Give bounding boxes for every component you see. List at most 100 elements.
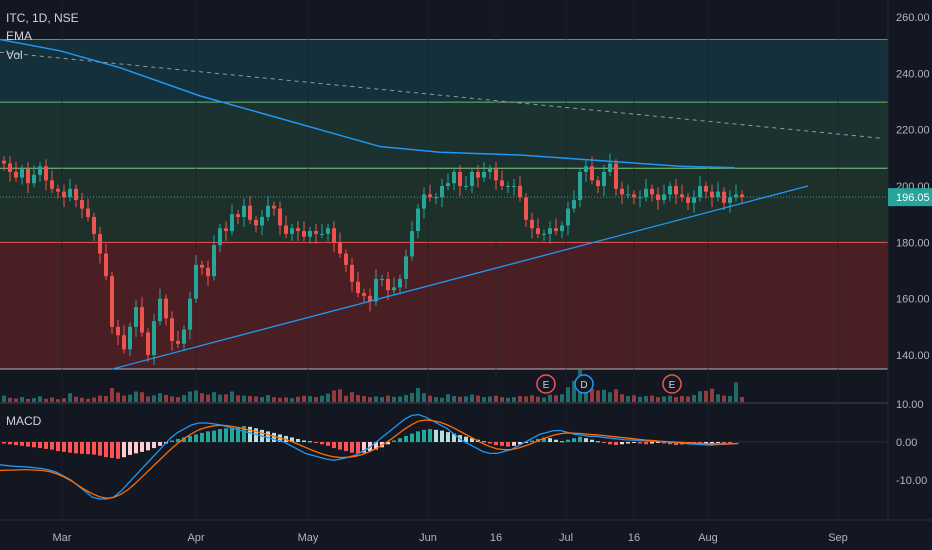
price-tick-label: 240.00	[896, 68, 930, 80]
candle-body	[638, 197, 642, 199]
volume-bar	[626, 396, 630, 402]
volume-bar	[692, 395, 696, 402]
volume-bar	[260, 397, 264, 402]
volume-bar	[86, 398, 90, 402]
event-marker-d	[574, 374, 594, 394]
macd-histogram-bar	[542, 437, 546, 442]
volume-bar	[26, 398, 30, 402]
candle-body	[236, 214, 240, 217]
volume-bar	[404, 395, 408, 402]
volume-bar	[698, 391, 702, 402]
macd-histogram-bar	[344, 442, 348, 452]
volume-bar	[434, 397, 438, 402]
candle-body	[428, 194, 432, 198]
volume-bar	[320, 395, 324, 402]
macd-histogram-bar	[92, 442, 96, 455]
volume-indicator-label[interactable]: Vol	[6, 48, 23, 62]
symbol-title[interactable]: ITC, 1D, NSE	[6, 11, 79, 25]
time-tick-label: 16	[628, 532, 640, 544]
volume-bar	[302, 395, 306, 402]
macd-histogram-bar	[134, 442, 138, 454]
candle-body	[566, 208, 570, 226]
volume-bar	[248, 396, 252, 402]
macd-histogram-bar	[386, 442, 390, 445]
volume-bar	[284, 397, 288, 402]
candle-body	[740, 194, 744, 198]
candle-body	[302, 231, 306, 237]
zone-band-red	[0, 242, 888, 369]
volume-bar	[110, 388, 114, 402]
macd-histogram-bar	[644, 442, 648, 445]
candle-body	[320, 233, 324, 235]
candle-body	[308, 231, 312, 237]
volume-bar	[410, 392, 414, 402]
macd-histogram-bar	[728, 442, 732, 445]
volume-bar	[590, 388, 594, 402]
candle-body	[140, 307, 144, 333]
candle-body	[350, 264, 354, 282]
macd-histogram-bar	[122, 442, 126, 458]
candle-body	[548, 228, 552, 234]
volume-bar	[470, 394, 474, 402]
candle-body	[458, 171, 462, 186]
candle-body	[242, 205, 246, 217]
volume-bar	[362, 396, 366, 402]
macd-histogram-bar	[638, 442, 642, 444]
volume-bar	[266, 395, 270, 402]
candle-body	[386, 278, 390, 291]
ema-indicator-label[interactable]: EMA	[6, 29, 33, 43]
candle-body	[158, 298, 162, 322]
volume-bar	[518, 396, 522, 402]
candle-body	[314, 231, 318, 234]
candle-body	[338, 242, 342, 254]
volume-bar	[542, 397, 546, 402]
candle-body	[224, 228, 228, 232]
volume-bar	[326, 393, 330, 402]
price-tick-label: 260.00	[896, 12, 930, 24]
candle-body	[470, 171, 474, 186]
volume-bar	[512, 397, 516, 402]
time-tick-label: Jun	[419, 532, 437, 544]
time-tick-label: Mar	[53, 532, 72, 544]
volume-bar	[308, 396, 312, 402]
macd-histogram-bar	[50, 442, 54, 450]
macd-histogram-bar	[530, 440, 534, 442]
macd-histogram-bar	[74, 442, 78, 454]
macd-indicator-label[interactable]: MACD	[6, 414, 42, 428]
zone-band-1	[0, 39, 888, 103]
volume-bar	[452, 396, 456, 402]
macd-histogram-bar	[152, 442, 156, 449]
volume-bar	[548, 394, 552, 402]
volume-bar	[176, 397, 180, 402]
candle-body	[518, 186, 522, 198]
macd-histogram-bar	[362, 442, 366, 453]
candle-body	[296, 228, 300, 232]
candle-body	[206, 267, 210, 277]
candle-body	[290, 228, 294, 234]
event-marker-e	[662, 374, 682, 394]
candle-body	[356, 281, 360, 294]
candle-body	[620, 188, 624, 195]
volume-bar	[374, 396, 378, 402]
macd-histogram-bar	[230, 427, 234, 442]
dashed-trendline	[0, 51, 881, 139]
candle-body	[254, 219, 258, 226]
candle-body	[56, 188, 60, 192]
candle-body	[50, 180, 54, 189]
macd-histogram-bar	[56, 442, 60, 452]
candle-body	[482, 171, 486, 178]
event-marker-label: E	[669, 380, 676, 391]
macd-histogram-bar	[194, 434, 198, 442]
macd-histogram-bar	[356, 442, 360, 454]
candle-body	[266, 205, 270, 217]
candle-body	[212, 245, 216, 277]
candle-body	[278, 208, 282, 226]
macd-histogram-bar	[374, 442, 378, 450]
candle-body	[182, 329, 186, 344]
macd-histogram-bar	[506, 442, 510, 447]
macd-histogram-bar	[548, 438, 552, 442]
volume-bar	[296, 396, 300, 402]
candle-body	[494, 169, 498, 181]
candle-body	[176, 340, 180, 344]
